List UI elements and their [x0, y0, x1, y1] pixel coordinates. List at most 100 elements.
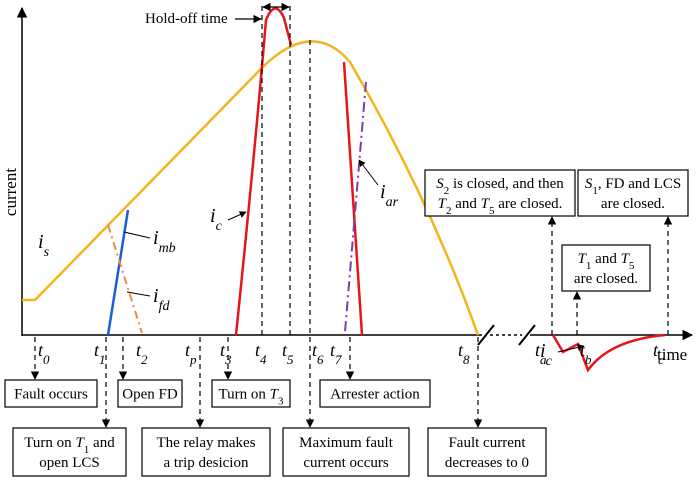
- text-part: p: [189, 352, 197, 367]
- text-part: 1: [586, 260, 592, 272]
- box-text: current occurs: [303, 455, 389, 471]
- text-part: are closed.: [601, 196, 665, 212]
- box-text: Fault current: [448, 435, 526, 451]
- text-part: 7: [335, 352, 342, 367]
- box-text: Fault occurs: [14, 387, 88, 403]
- pointer: [126, 291, 151, 297]
- text-part: i: [153, 285, 159, 307]
- text-part: b: [585, 352, 592, 367]
- tick-label: t5: [282, 340, 294, 367]
- hold-off-label: Hold-off time: [145, 11, 228, 27]
- text-part: t: [220, 340, 226, 360]
- curve-ic-late: [551, 333, 666, 373]
- text-part: c: [216, 219, 223, 234]
- box-text: a trip desicion: [164, 455, 249, 471]
- text-part: Open FD: [122, 387, 178, 403]
- curve-ifd: [107, 224, 143, 334]
- text-part: , FD and LCS: [598, 176, 681, 192]
- text-part: s: [44, 245, 50, 260]
- text-part: is closed, and then: [449, 176, 564, 192]
- box-text: open LCS: [39, 455, 99, 471]
- x-axis-label: time: [657, 345, 687, 364]
- tick-label: t1: [94, 340, 106, 367]
- box-text: The relay makes: [156, 435, 255, 451]
- box-text: Maximum fault: [299, 435, 394, 451]
- text-part: 1: [99, 352, 106, 367]
- text-part: 6: [317, 352, 324, 367]
- text-part: are closed.: [574, 271, 638, 287]
- pointer: [557, 344, 585, 353]
- curve-label: ifd: [153, 285, 170, 314]
- event-box: [4, 379, 98, 408]
- text-part: Fault current: [448, 435, 526, 451]
- axis-break: [518, 324, 536, 346]
- box-text: are closed.: [574, 271, 638, 287]
- text-part: t: [38, 340, 44, 360]
- text-part: are closed.: [494, 196, 562, 212]
- text-part: T: [481, 196, 491, 212]
- box-text: S2 is closed, and then: [436, 176, 564, 197]
- text-part: and: [591, 251, 620, 267]
- text-part: 5: [489, 205, 495, 217]
- curve-iar: [344, 81, 367, 333]
- curve-label: ic: [210, 205, 223, 234]
- box-text: are closed.: [601, 196, 665, 212]
- y-axis-label: current: [1, 168, 20, 216]
- tick-label: t8: [458, 340, 470, 367]
- pointer: [123, 231, 151, 239]
- text-part: ar: [386, 195, 399, 210]
- curve-imb: [106, 209, 130, 336]
- tick-label: t3: [220, 340, 232, 367]
- text-part: 5: [287, 352, 294, 367]
- text-part: 0: [43, 352, 50, 367]
- box-text: Turn on T3: [219, 387, 284, 408]
- pointer: [227, 211, 247, 221]
- text-part: t: [255, 340, 261, 360]
- event-box: [577, 169, 689, 217]
- event-box: [211, 379, 291, 408]
- text-part: T: [270, 387, 280, 403]
- event-box: [117, 379, 183, 408]
- text-part: c: [658, 352, 664, 367]
- curve-label: imb: [153, 227, 176, 256]
- text-part: t: [458, 340, 464, 360]
- text-part: decreases to 0: [445, 455, 529, 471]
- event-box: [427, 427, 547, 477]
- text-part: The relay makes: [156, 435, 255, 451]
- text-part: 3: [278, 396, 284, 408]
- box-text: T1 and T5: [578, 251, 635, 272]
- text-part: T: [621, 251, 631, 267]
- tick-label: t7: [330, 340, 342, 367]
- event-box: [12, 427, 127, 477]
- text-part: mb: [159, 241, 176, 256]
- text-part: t: [312, 340, 318, 360]
- text-part: t: [282, 340, 288, 360]
- text-part: and: [451, 196, 480, 212]
- text-part: Fault occurs: [14, 387, 88, 403]
- text-part: S: [585, 176, 593, 192]
- text-part: T: [438, 196, 448, 212]
- text-part: t: [136, 340, 142, 360]
- box-text: T2 and T5 are closed.: [438, 196, 563, 217]
- text-part: 2: [141, 352, 148, 367]
- text-part: i: [540, 340, 546, 362]
- text-part: i: [380, 181, 386, 203]
- box-text: S1, FD and LCS: [585, 176, 681, 197]
- text-part: T: [75, 435, 85, 451]
- text-part: fd: [159, 299, 171, 314]
- event-box: [282, 427, 410, 477]
- text-part: t: [185, 340, 191, 360]
- tick-label: tc: [653, 340, 664, 367]
- text-part: t: [653, 340, 659, 360]
- text-part: current occurs: [303, 455, 389, 471]
- text-part: 1: [592, 185, 598, 197]
- text-part: a trip desicion: [164, 455, 249, 471]
- text-part: open LCS: [39, 455, 99, 471]
- curve-label: ic: [540, 340, 553, 369]
- text-part: i: [153, 227, 159, 249]
- text-part: t: [535, 340, 541, 360]
- event-box: [561, 244, 651, 292]
- text-part: 1: [84, 444, 90, 456]
- tick-label: t6: [312, 340, 324, 367]
- text-part: 5: [629, 260, 635, 272]
